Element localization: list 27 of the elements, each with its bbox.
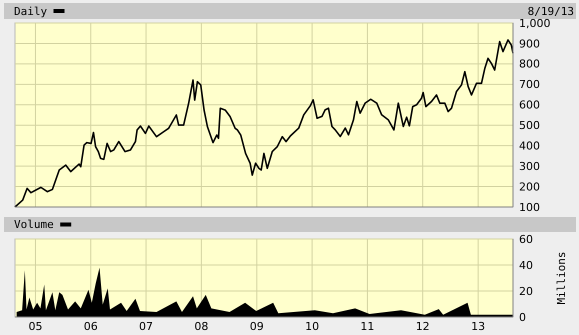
- y-tick-label: 60: [519, 232, 533, 246]
- text: 8/19/13: [528, 5, 574, 18]
- y-axis-title: Millions: [555, 252, 568, 304]
- y-tick-label: 500: [519, 119, 540, 132]
- y-tick-label: 900: [519, 37, 540, 50]
- x-tick-label: 09: [250, 320, 264, 333]
- x-tick-label: 12: [416, 320, 430, 333]
- y-tick-label: 600: [519, 98, 540, 112]
- y-tick-label: 0: [519, 310, 526, 324]
- x-tick-label: 13: [471, 320, 486, 333]
- y-tick-label: 700: [519, 78, 540, 92]
- x-tick-label: 08: [194, 320, 208, 333]
- y-tick-label: 300: [519, 160, 540, 173]
- chart-title: Daily: [14, 5, 48, 18]
- chart-title: Volume: [14, 218, 54, 231]
- y-tick-label: 400: [519, 140, 540, 153]
- x-tick-label: 06: [84, 320, 98, 333]
- y-tick-label: 1,000: [519, 16, 550, 30]
- x-tick-label: 10: [305, 320, 320, 333]
- y-tick-label: 200: [519, 180, 540, 194]
- y-tick-label: 100: [519, 200, 540, 214]
- x-tick-label: 07: [139, 320, 154, 333]
- x-tick-label: 11: [360, 320, 374, 333]
- y-tick-label: 20: [519, 284, 533, 298]
- x-tick-label: 05: [28, 320, 42, 333]
- y-tick-label: 40: [519, 258, 533, 272]
- y-tick-label: 800: [519, 58, 540, 71]
